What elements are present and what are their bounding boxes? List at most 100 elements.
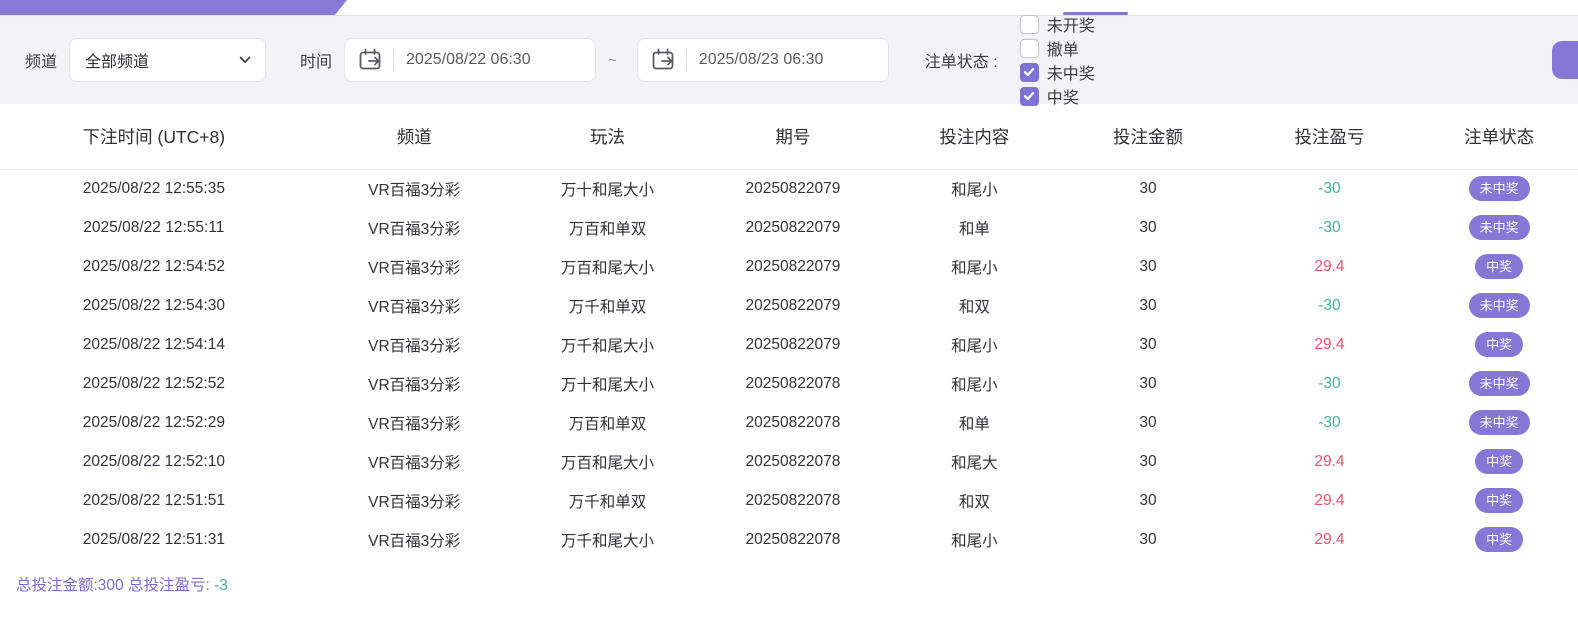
totals-summary: 总投注金额:300 总投注盈亏: -3 xyxy=(16,573,1578,595)
bet-time: 2025/08/22 12:54:14 xyxy=(82,335,225,353)
bet-issue: 20250822078 xyxy=(745,530,841,548)
input-divider xyxy=(685,49,687,71)
status-badge: 中奖 xyxy=(1475,488,1524,513)
status-badge: 未中奖 xyxy=(1468,293,1530,318)
col-header-amount: 投注金额 xyxy=(1057,104,1239,170)
col-header-play: 玩法 xyxy=(520,104,695,170)
bet-channel: VR百福3分彩 xyxy=(368,376,461,394)
totals-text: 总投注金额:300 总投注盈亏: xyxy=(16,577,210,594)
bet-status-cell: 中奖 xyxy=(1420,481,1578,520)
filter-bar: 频道 全部频道 时间 2025/08/22 06:30 ~ 2025/08/23… xyxy=(0,14,1578,107)
bet-channel: VR百福3分彩 xyxy=(368,181,461,199)
bet-time: 2025/08/22 12:52:52 xyxy=(82,374,225,392)
table-header-row: 下注时间 (UTC+8) 频道 玩法 期号 投注内容 投注金额 投注盈亏 注单状… xyxy=(0,104,1578,170)
table-row: 2025/08/22 12:52:29 VR百福3分彩 万百和单双 202508220… xyxy=(0,403,1578,442)
status-checkbox-2[interactable]: 未中奖 xyxy=(1019,60,1095,84)
bet-issue: 20250822079 xyxy=(745,257,841,275)
status-checkbox-0[interactable]: 未开奖 xyxy=(1019,12,1095,36)
bet-status-cell: 未中奖 xyxy=(1420,286,1578,325)
bet-content: 和单 xyxy=(958,415,990,433)
checkbox-label: 未开奖 xyxy=(1046,18,1095,35)
calendar-icon xyxy=(359,48,381,70)
bet-play: 万十和尾大小 xyxy=(561,181,655,199)
bet-play: 万千和单双 xyxy=(568,493,647,511)
table-row: 2025/08/22 12:52:52 VR百福3分彩 万十和尾大小 20250822… xyxy=(0,364,1578,403)
bet-status-cell: 未中奖 xyxy=(1420,169,1578,208)
bet-time: 2025/08/22 12:51:51 xyxy=(82,491,225,509)
bet-profit: -30 xyxy=(1318,413,1341,431)
chevron-down-icon xyxy=(239,56,251,63)
bet-time: 2025/08/22 12:51:31 xyxy=(82,530,225,548)
bet-amount: 30 xyxy=(1139,179,1157,197)
bet-profit: 29.4 xyxy=(1314,452,1345,470)
bets-table: 下注时间 (UTC+8) 频道 玩法 期号 投注内容 投注金额 投注盈亏 注单状… xyxy=(0,104,1578,559)
bet-play: 万千和单双 xyxy=(568,298,647,316)
channel-select[interactable]: 全部频道 xyxy=(69,38,267,82)
bet-amount: 30 xyxy=(1139,530,1157,548)
totals-profit-value: -3 xyxy=(214,577,228,594)
table-row: 2025/08/22 12:55:35 VR百福3分彩 万十和尾大小 20250822… xyxy=(0,169,1578,208)
bet-channel: VR百福3分彩 xyxy=(368,454,461,472)
table-row: 2025/08/22 12:51:51 VR百福3分彩 万千和单双 202508220… xyxy=(0,481,1578,520)
bet-profit: -30 xyxy=(1318,374,1341,392)
table-row: 2025/08/22 12:54:30 VR百福3分彩 万千和单双 202508220… xyxy=(0,286,1578,325)
table-row: 2025/08/22 12:54:14 VR百福3分彩 万千和尾大小 20250822… xyxy=(0,325,1578,364)
checkbox-icon[interactable] xyxy=(1019,38,1039,58)
bet-status-cell: 未中奖 xyxy=(1420,364,1578,403)
bet-profit: 29.4 xyxy=(1314,491,1345,509)
bet-profit: -30 xyxy=(1318,296,1341,314)
header-ribbon xyxy=(0,0,347,15)
bet-issue: 20250822079 xyxy=(745,335,841,353)
bet-play: 万百和单双 xyxy=(568,220,647,238)
bet-amount: 30 xyxy=(1139,257,1157,275)
date-to-value: 2025/08/23 06:30 xyxy=(698,51,824,68)
top-strip xyxy=(0,0,1578,16)
checkbox-icon[interactable] xyxy=(1019,62,1039,82)
col-header-content: 投注内容 xyxy=(891,104,1058,170)
date-from-input[interactable]: 2025/08/22 06:30 xyxy=(344,38,597,82)
date-from-value: 2025/08/22 06:30 xyxy=(406,51,531,68)
time-label: 时间 xyxy=(300,54,333,71)
col-header-status: 注单状态 xyxy=(1420,104,1578,170)
bet-channel: VR百福3分彩 xyxy=(368,532,461,550)
checkbox-icon[interactable] xyxy=(1019,86,1039,106)
status-badge: 未中奖 xyxy=(1468,215,1530,240)
bet-time: 2025/08/22 12:55:11 xyxy=(83,218,225,236)
col-header-profit: 投注盈亏 xyxy=(1238,104,1421,170)
bet-time: 2025/08/22 12:54:52 xyxy=(82,257,225,275)
status-badge: 中奖 xyxy=(1475,449,1524,474)
bet-issue: 20250822079 xyxy=(745,218,841,236)
status-filter-group: 注单状态 : 未开奖 撤单 未中奖 中奖 xyxy=(925,12,1095,108)
bet-channel: VR百福3分彩 xyxy=(368,415,461,433)
table-row: 2025/08/22 12:51:31 VR百福3分彩 万千和尾大小 20250822… xyxy=(0,520,1578,559)
date-to-input[interactable]: 2025/08/23 06:30 xyxy=(636,38,889,82)
bet-time: 2025/08/22 12:52:10 xyxy=(82,452,225,470)
checkbox-label: 撤单 xyxy=(1046,42,1079,59)
table-row: 2025/08/22 12:54:52 VR百福3分彩 万百和尾大小 20250822… xyxy=(0,247,1578,286)
bet-play: 万十和尾大小 xyxy=(561,376,655,394)
checkbox-icon[interactable] xyxy=(1019,14,1039,34)
bet-profit: -30 xyxy=(1318,179,1341,197)
bet-issue: 20250822079 xyxy=(745,296,841,314)
bet-content: 和双 xyxy=(958,493,990,511)
bet-play: 万千和尾大小 xyxy=(561,337,655,355)
status-badge: 中奖 xyxy=(1475,332,1524,357)
checkbox-label: 未中奖 xyxy=(1046,66,1095,83)
bet-amount: 30 xyxy=(1139,296,1157,314)
status-badge: 中奖 xyxy=(1475,254,1524,279)
bet-channel: VR百福3分彩 xyxy=(368,259,461,277)
bet-time: 2025/08/22 12:55:35 xyxy=(82,179,225,197)
bet-issue: 20250822078 xyxy=(745,452,841,470)
filter-action-button[interactable] xyxy=(1552,41,1578,79)
bet-content: 和尾大 xyxy=(951,454,998,472)
bet-content: 和尾小 xyxy=(951,532,998,550)
bet-status-cell: 中奖 xyxy=(1420,442,1578,481)
bet-content: 和双 xyxy=(958,298,990,316)
col-header-issue: 期号 xyxy=(694,104,892,170)
status-checkbox-3[interactable]: 中奖 xyxy=(1019,84,1095,108)
bet-amount: 30 xyxy=(1139,413,1157,431)
bet-play: 万千和尾大小 xyxy=(561,532,655,550)
bet-channel: VR百福3分彩 xyxy=(368,220,461,238)
bet-profit: 29.4 xyxy=(1314,530,1345,548)
status-checkbox-1[interactable]: 撤单 xyxy=(1019,36,1095,60)
